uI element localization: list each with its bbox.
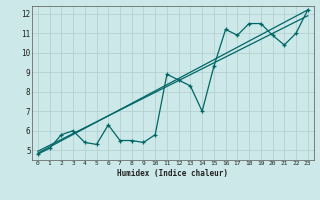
X-axis label: Humidex (Indice chaleur): Humidex (Indice chaleur) (117, 169, 228, 178)
